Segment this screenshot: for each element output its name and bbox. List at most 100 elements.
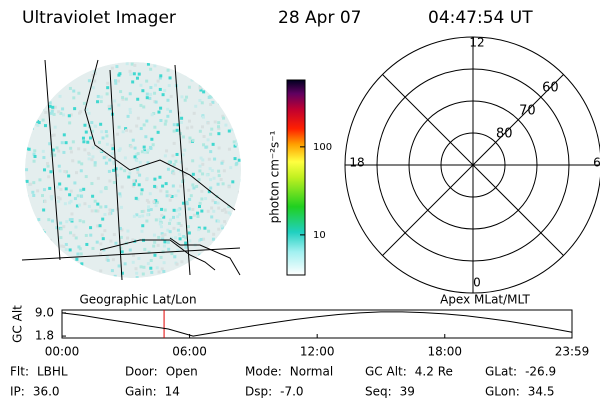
speckle — [153, 91, 157, 95]
speckle — [33, 89, 37, 93]
speckle — [107, 104, 111, 108]
speckle — [227, 211, 231, 215]
speckle — [158, 175, 162, 179]
speckle — [136, 97, 140, 101]
x-tick-label: 23:59 — [555, 345, 590, 359]
speckle — [29, 89, 33, 93]
lat-label: 70 — [519, 103, 536, 118]
speckle — [40, 194, 44, 198]
speckle — [204, 71, 208, 75]
speckle — [137, 257, 141, 261]
speckle — [43, 82, 47, 86]
speckle — [177, 232, 181, 236]
speckle — [41, 228, 45, 232]
speckle — [219, 178, 223, 182]
speckle — [239, 70, 241, 74]
speckle — [135, 276, 139, 278]
speckle — [138, 173, 142, 177]
speckle — [57, 110, 61, 114]
speckle — [168, 218, 172, 222]
speckle — [118, 192, 122, 196]
speckle — [235, 139, 239, 143]
speckle — [186, 225, 190, 229]
speckle — [175, 152, 179, 156]
speckle — [208, 69, 212, 73]
speckle — [134, 153, 138, 157]
speckle — [139, 127, 143, 131]
speckle — [159, 225, 163, 229]
speckle — [99, 242, 103, 246]
speckle — [235, 128, 239, 132]
speckle — [159, 106, 163, 110]
speckle — [203, 226, 207, 230]
speckle — [46, 164, 50, 168]
speckle — [48, 69, 52, 73]
speckle — [105, 255, 109, 259]
speckle — [87, 157, 91, 161]
speckle — [59, 236, 63, 240]
speckle — [28, 107, 32, 111]
speckle — [157, 270, 161, 274]
speckle — [121, 130, 125, 134]
speckle — [119, 235, 123, 239]
speckle — [33, 239, 37, 243]
speckle — [229, 213, 233, 217]
speckle — [221, 226, 225, 230]
speckle — [43, 85, 47, 89]
speckle — [163, 122, 167, 126]
speckle — [62, 150, 66, 154]
speckle — [36, 119, 40, 123]
speckle — [238, 261, 241, 265]
speckle — [170, 236, 174, 240]
speckle — [135, 213, 139, 217]
speckle — [38, 178, 42, 182]
speckle — [136, 197, 140, 201]
speckle — [202, 90, 206, 94]
speckle — [121, 97, 125, 101]
speckle — [104, 130, 108, 134]
speckle — [218, 101, 222, 105]
speckle — [212, 232, 216, 236]
speckle — [135, 159, 139, 163]
speckle — [120, 250, 124, 254]
speckle — [36, 123, 40, 127]
status-label: Mode: — [245, 365, 282, 379]
speckle — [188, 140, 192, 144]
speckle — [167, 160, 171, 164]
speckle — [78, 219, 82, 223]
speckle — [56, 185, 60, 189]
speckle — [217, 126, 221, 130]
speckle — [108, 106, 112, 110]
speckle — [225, 277, 229, 278]
speckle — [41, 107, 45, 111]
speckle — [25, 122, 29, 126]
speckle — [31, 190, 35, 194]
speckle — [132, 182, 136, 186]
speckle — [178, 237, 182, 241]
speckle — [75, 257, 79, 261]
speckle — [180, 116, 184, 120]
speckle — [166, 98, 170, 102]
speckle — [69, 146, 73, 150]
speckle — [201, 172, 205, 176]
speckle — [223, 73, 227, 77]
speckle — [53, 105, 57, 109]
speckle — [61, 78, 65, 82]
speckle — [152, 244, 156, 248]
speckle — [113, 274, 117, 278]
speckle — [48, 101, 52, 105]
speckle — [33, 122, 37, 126]
speckle — [162, 261, 166, 265]
speckle — [29, 110, 33, 114]
speckle — [96, 202, 100, 206]
speckle — [77, 91, 81, 95]
speckle — [43, 124, 47, 128]
speckle — [84, 175, 88, 179]
speckle — [209, 150, 213, 154]
speckle — [147, 200, 151, 204]
speckle — [224, 233, 228, 237]
speckle — [144, 135, 148, 139]
speckle — [189, 194, 193, 198]
speckle — [232, 254, 236, 258]
speckle — [229, 166, 233, 170]
